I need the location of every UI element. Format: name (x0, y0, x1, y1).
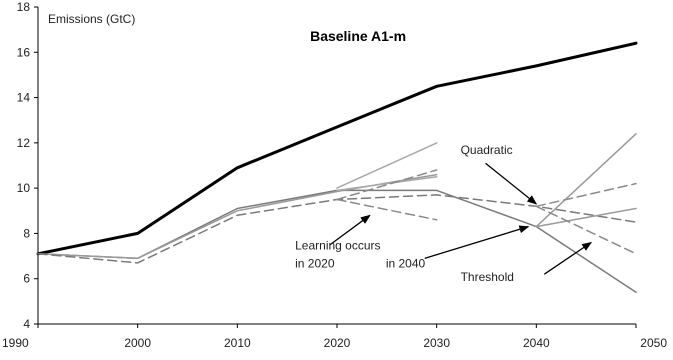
x-tick-label: 2050 (640, 336, 667, 350)
y-tick-label: 16 (17, 45, 31, 59)
y-axis-label: Emissions (GtC) (48, 12, 135, 26)
y-tick-label: 18 (17, 0, 31, 14)
series-layer (36, 41, 638, 294)
arrow-2020-arrow (329, 214, 371, 246)
y-tick-label: 8 (23, 226, 30, 240)
x-tick-label: 1990 (2, 336, 29, 350)
baseline-annotation: Baseline A1-m (310, 28, 406, 44)
x-tick-label: 2000 (124, 336, 151, 350)
axes: 4 6 8 10 12 14 16 18 1990 2000 2010 2020 2030 2040 205… (2, 0, 667, 350)
quadratic-annotation: Quadratic (461, 143, 513, 157)
y-tick-label: 4 (23, 317, 30, 331)
x-tick-label: 2010 (224, 336, 251, 350)
arrow-threshold-arrow (543, 241, 592, 275)
scenario-series-line (336, 142, 438, 189)
y-tick-label: 12 (17, 136, 31, 150)
scenario-series-line (336, 169, 438, 201)
scenario-series-line (336, 176, 438, 192)
scenario-series-line (37, 194, 637, 264)
arrow-2040-arrow (424, 225, 530, 259)
scenario-series-line (535, 205, 637, 255)
scenario-series-line (535, 207, 637, 228)
in2040-annotation: in 2040 (386, 256, 426, 270)
learning1-annotation: Learning occurs (295, 238, 380, 252)
scenario-series-line (336, 198, 438, 221)
learning2-annotation: in 2020 (295, 256, 335, 270)
scenario-series-line (535, 182, 637, 208)
x-tick-label: 2040 (523, 336, 550, 350)
annotations-layer: Baseline A1-m Quadratic Learning occurs in … (295, 28, 592, 284)
y-tick-label: 14 (17, 91, 31, 105)
arrow-quadratic-arrow (485, 162, 538, 205)
threshold-annotation: Threshold (461, 270, 514, 284)
scenario-series-line (535, 133, 637, 228)
x-tick-label: 2030 (423, 336, 450, 350)
x-tick-label: 2020 (324, 336, 351, 350)
y-tick-label: 6 (23, 272, 30, 286)
baseline-series-line (36, 41, 638, 256)
y-tick-label: 10 (17, 181, 31, 195)
